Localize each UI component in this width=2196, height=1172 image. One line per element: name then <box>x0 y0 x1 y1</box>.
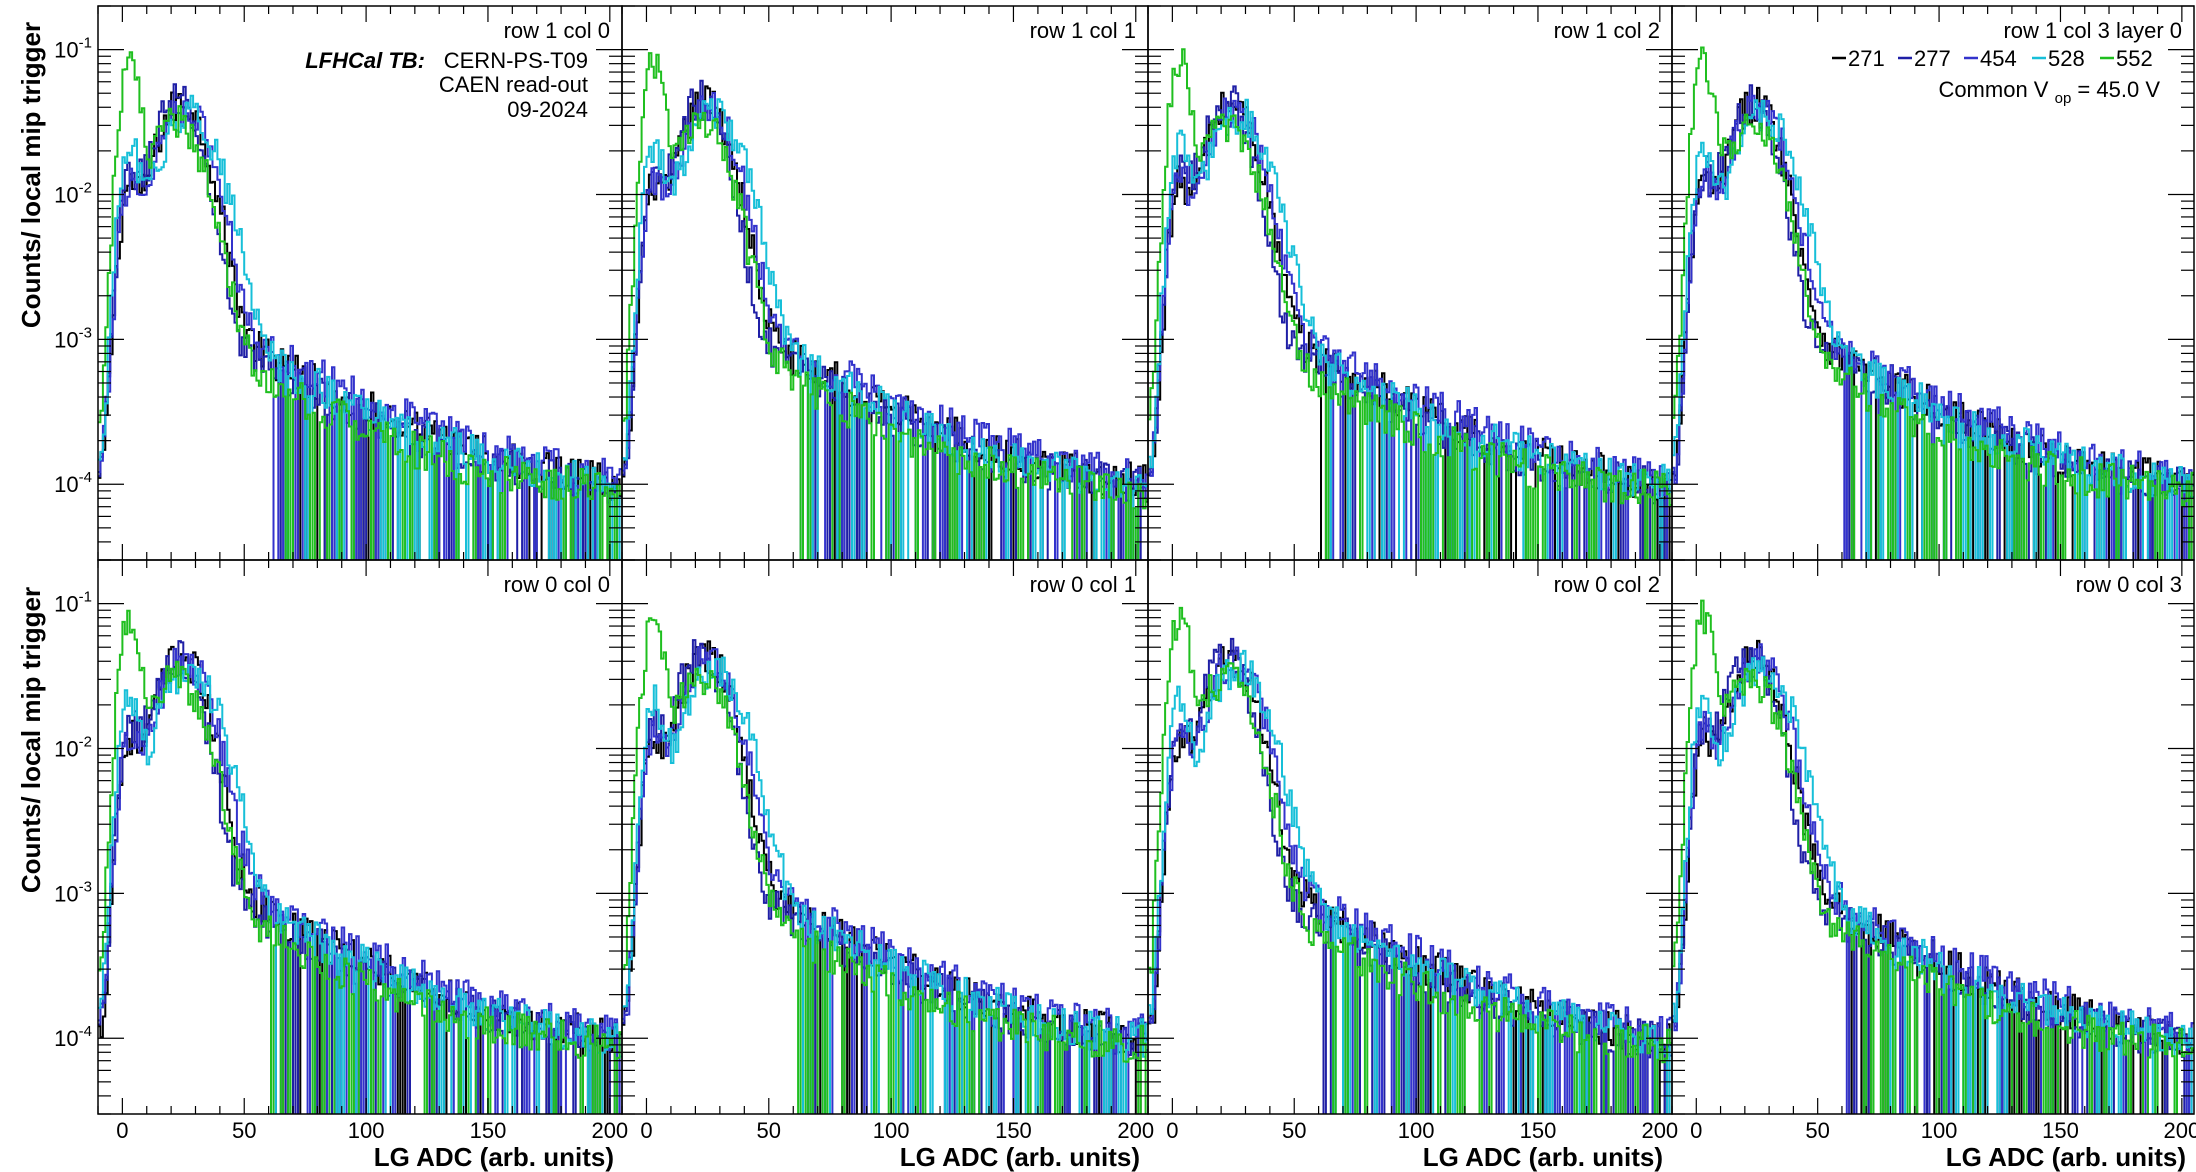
x-tick-label: 100 <box>348 1118 385 1143</box>
series-line-528-panel-2 <box>1148 98 1672 560</box>
x-tick-label: 200 <box>2164 1118 2196 1143</box>
panel-series-6 <box>1148 606 1672 1114</box>
x-tick-label: 100 <box>1921 1118 1958 1143</box>
series-line-552-panel-4 <box>98 609 622 1114</box>
panel-label-7: row 0 col 3 <box>2076 572 2182 597</box>
panel-label-1: row 1 col 1 <box>1030 18 1136 43</box>
y-tick-label: 10-2 <box>54 179 92 207</box>
x-tick-label: 200 <box>591 1118 628 1143</box>
experiment-label: LFHCal TB: <box>305 48 425 73</box>
y-tick-label: 10-2 <box>54 733 92 761</box>
series-line-454-panel-7 <box>1672 643 2194 1114</box>
voltage-value: = 45.0 V <box>2077 77 2160 102</box>
panel-6: 0 50 100 150 200 row 0 col 2 <box>1147 559 1678 1143</box>
panel-7: 0 50 100 150 200 row 0 col 3 <box>1671 559 2196 1143</box>
x-axis-title-col1: LG ADC (arb. units) <box>900 1142 1140 1172</box>
panel-0: 10-1 10-2 10-3 10-4 row 1 col 0 <box>54 5 623 561</box>
panel-series-0 <box>98 51 622 560</box>
legend: 271 277 454 528 552 <box>1832 46 2153 71</box>
panel-label-6: row 0 col 2 <box>1554 572 1660 597</box>
series-line-528-panel-1 <box>622 98 1148 560</box>
panel-2: row 1 col 2 <box>1147 5 1673 561</box>
x-tick-label: 150 <box>1520 1118 1557 1143</box>
beam-label: CERN-PS-T09 <box>444 48 588 73</box>
legend-label-277: 277 <box>1914 46 1951 71</box>
x-tick-label: 0 <box>1166 1118 1178 1143</box>
y-axis-title-bottom: Counts/ local mip trigger <box>16 587 46 893</box>
series-line-454-panel-1 <box>622 92 1148 560</box>
series-line-552-panel-5 <box>622 617 1147 1114</box>
panel-label-0: row 1 col 0 <box>504 18 610 43</box>
series-line-277-panel-4 <box>98 640 621 1114</box>
date-label: 09-2024 <box>507 97 588 122</box>
x-tick-label: 0 <box>640 1118 652 1143</box>
series-line-271-panel-7 <box>1672 639 2194 1114</box>
panel-1: row 1 col 1 <box>621 5 1149 561</box>
panels-layer: 10-1 10-2 10-3 10-4 row 1 col 0 row 1 col 1 ro… <box>54 5 2196 1143</box>
y-tick-label: 10-1 <box>54 589 92 617</box>
series-line-552-panel-2 <box>1148 48 1672 560</box>
voltage-prefix: Common V <box>1938 77 2048 102</box>
x-tick-label: 50 <box>1805 1118 1829 1143</box>
x-tick-label: 0 <box>1690 1118 1702 1143</box>
panel-label-5: row 0 col 1 <box>1030 572 1136 597</box>
panel-series-4 <box>98 609 622 1114</box>
series-line-552-panel-1 <box>622 52 1148 560</box>
series-line-552-panel-6 <box>1148 606 1672 1114</box>
legend-label-552: 552 <box>2116 46 2153 71</box>
experiment-info: LFHCal TB: CERN-PS-T09 CAEN read-out 09-… <box>305 48 588 122</box>
legend-label-271: 271 <box>1848 46 1885 71</box>
x-tick-label: 50 <box>1282 1118 1306 1143</box>
x-tick-label: 0 <box>116 1118 128 1143</box>
x-tick-label: 200 <box>1117 1118 1154 1143</box>
voltage-label: Common V op = 45.0 V <box>1938 77 2160 108</box>
series-line-528-panel-4 <box>98 663 622 1114</box>
series-line-552-panel-7 <box>1672 599 2194 1114</box>
y-tick-label: 10-3 <box>54 324 92 352</box>
x-tick-label: 150 <box>2042 1118 2079 1143</box>
series-line-277-panel-7 <box>1672 647 2194 1114</box>
x-tick-label: 50 <box>757 1118 781 1143</box>
legend-label-454: 454 <box>1980 46 2017 71</box>
panel-label-2: row 1 col 2 <box>1554 18 1660 43</box>
x-tick-label: 100 <box>1398 1118 1435 1143</box>
legend-label-528: 528 <box>2048 46 2085 71</box>
panel-series-1 <box>622 52 1148 560</box>
y-tick-label: 10-4 <box>54 1023 92 1051</box>
series-line-454-panel-4 <box>98 647 622 1114</box>
panel-4: 0 50 100 150 200 10-1 10-2 10-3 10-4 row 0 col 0 <box>54 559 628 1143</box>
x-tick-label: 200 <box>1641 1118 1678 1143</box>
panel-label-4: row 0 col 0 <box>504 572 610 597</box>
x-axis-title-col2: LG ADC (arb. units) <box>1423 1142 1663 1172</box>
series-line-454-panel-5 <box>622 646 1148 1114</box>
x-tick-label: 100 <box>873 1118 910 1143</box>
series-line-454-panel-0 <box>98 100 622 560</box>
y-axis-title-top: Counts/ local mip trigger <box>16 22 46 328</box>
panel-series-7 <box>1672 599 2194 1114</box>
x-axis-title-col3: LG ADC (arb. units) <box>1946 1142 2186 1172</box>
x-tick-label: 50 <box>232 1118 256 1143</box>
y-tick-label: 10-3 <box>54 878 92 906</box>
panel-series-2 <box>1148 48 1672 560</box>
y-tick-label: 10-4 <box>54 469 92 497</box>
panel-frame-7 <box>1671 559 2195 1115</box>
series-line-277-panel-0 <box>98 83 619 560</box>
readout-label: CAEN read-out <box>439 72 588 97</box>
series-line-271-panel-4 <box>98 645 622 1114</box>
x-tick-label: 150 <box>995 1118 1032 1143</box>
panel-series-3 <box>1672 46 2194 560</box>
panel-label-3: row 1 col 3 layer 0 <box>2003 18 2182 43</box>
series-line-552-panel-0 <box>98 51 622 560</box>
x-tick-label: 150 <box>470 1118 507 1143</box>
panel-series-5 <box>622 617 1148 1114</box>
panel-3: row 1 col 3 layer 0 <box>1671 5 2195 561</box>
y-tick-label: 10-1 <box>54 35 92 63</box>
series-line-271-panel-1 <box>622 85 1148 560</box>
voltage-subscript: op <box>2055 90 2072 107</box>
panel-5: 0 50 100 150 200 row 0 col 1 <box>621 559 1154 1143</box>
series-line-528-panel-7 <box>1672 656 2193 1114</box>
series-line-552-panel-3 <box>1672 46 2194 560</box>
x-axis-title-col0: LG ADC (arb. units) <box>374 1142 614 1172</box>
